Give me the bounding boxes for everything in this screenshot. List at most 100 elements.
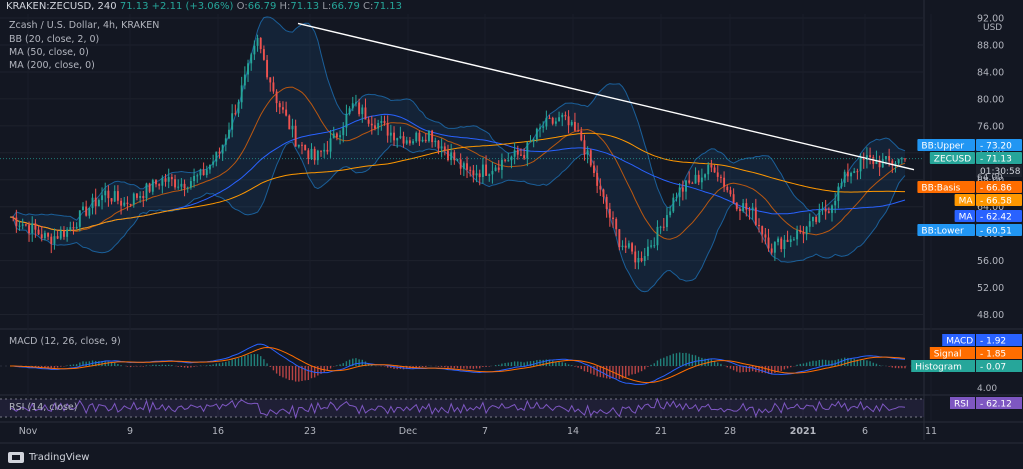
candle-body	[116, 191, 119, 201]
candle-body	[297, 144, 300, 147]
indicator-value-bg	[976, 360, 1022, 372]
candle-body	[491, 170, 494, 175]
candle-body	[82, 206, 84, 211]
candle-body	[262, 49, 265, 60]
legend-ma50[interactable]: MA (50, close, 0)	[9, 47, 89, 58]
candle-body	[361, 107, 364, 115]
candle-body	[805, 226, 808, 235]
candle-body	[367, 119, 370, 124]
candle-body	[783, 239, 786, 250]
candle-body	[589, 150, 592, 166]
candle-body	[548, 117, 551, 119]
open-value: 66.79	[247, 1, 277, 12]
candle-body	[624, 245, 627, 248]
candle-body	[424, 139, 427, 142]
candle-body	[75, 226, 78, 229]
indicator-value: - 66.86	[980, 184, 1012, 194]
candle-body	[818, 210, 821, 222]
indicator-value: - 62.12	[980, 400, 1012, 410]
candle-body	[110, 198, 113, 202]
candle-body	[567, 116, 570, 126]
candle-body	[643, 256, 646, 262]
indicator-name: RSI	[954, 400, 969, 410]
candle-body	[837, 186, 840, 201]
indicator-tag: MA - 66.58	[954, 194, 1022, 207]
candle-body	[126, 202, 129, 204]
legend-bb[interactable]: BB (20, close, 2, 0)	[9, 34, 100, 45]
candle-body	[342, 127, 345, 136]
candle-body	[710, 164, 713, 168]
candle-body	[859, 157, 862, 172]
candle-body	[313, 148, 316, 161]
candle-body	[380, 120, 383, 124]
candle-body	[345, 113, 348, 128]
candle-body	[208, 164, 211, 170]
candle-body	[104, 190, 107, 196]
indicator-tag: BB:Basis - 66.86	[917, 181, 1022, 194]
candle-body	[462, 163, 465, 169]
candle-body	[310, 148, 313, 159]
candle-body	[205, 169, 208, 176]
candle-body	[602, 189, 605, 197]
candle-body	[799, 230, 802, 233]
candle-body	[523, 155, 526, 159]
candle-body	[459, 159, 462, 169]
y-tick-label: 76.00	[977, 121, 1004, 132]
rsi-band	[0, 399, 924, 417]
candle-body	[193, 175, 196, 182]
candle-body	[554, 121, 557, 124]
candle-body	[840, 182, 843, 187]
candle-body	[897, 159, 900, 164]
indicator-name-bg	[911, 360, 975, 372]
open-label: O:	[236, 1, 248, 12]
candle-body	[551, 117, 554, 124]
tradingview-icon	[8, 452, 24, 463]
candle-body	[247, 63, 249, 75]
y-tick-label: 64.00	[977, 173, 1003, 183]
candle-body	[69, 227, 72, 230]
y-tick-label: 92.00	[977, 14, 1004, 25]
candle-body	[237, 102, 240, 114]
candle-body	[348, 108, 351, 114]
candle-body	[408, 140, 411, 144]
y-unit-label: USD	[983, 23, 1002, 33]
rsi-line	[9, 397, 906, 420]
candle-body	[666, 215, 668, 228]
candle-body	[94, 197, 97, 207]
candle-body	[894, 163, 897, 165]
tradingview-logo[interactable]: TradingView	[8, 452, 89, 463]
candle-body	[281, 107, 284, 110]
candle-body	[488, 174, 491, 176]
countdown-label: 01:30:58	[980, 167, 1021, 177]
candle-body	[370, 123, 373, 126]
candle-body	[177, 186, 180, 188]
candle-body	[91, 197, 94, 209]
candle-body	[15, 217, 18, 226]
indicator-value-bg	[976, 194, 1022, 206]
candle-body	[301, 144, 303, 146]
indicator-tag: BB:Lower - 60.51	[917, 224, 1022, 237]
x-tick-label: 28	[724, 426, 736, 437]
x-tick-label: 14	[567, 426, 579, 437]
x-tick-label: 11	[925, 426, 937, 437]
candle-body	[243, 74, 246, 86]
candle-body	[323, 149, 326, 152]
indicator-name-bg	[917, 181, 975, 193]
y-tick-label: 52.00	[977, 283, 1004, 294]
legend-macd[interactable]: MACD (12, 26, close, 9)	[9, 336, 121, 347]
legend-ma200[interactable]: MA (200, close, 0)	[9, 60, 95, 71]
candle-body	[234, 113, 237, 115]
indicator-value-bg	[976, 224, 1022, 236]
candle-body	[37, 229, 40, 235]
symbol-name[interactable]: KRAKEN:ZECUSD, 240	[6, 1, 117, 12]
candle-body	[481, 164, 484, 178]
symbol-header: KRAKEN:ZECUSD, 240 71.13 +2.11 (+3.06%) …	[6, 1, 402, 12]
candle-body	[56, 236, 59, 239]
trendline	[297, 22, 915, 171]
candle-body	[101, 195, 103, 201]
candle-body	[500, 159, 503, 170]
legend-rsi[interactable]: RSI (14, close)	[9, 402, 78, 413]
candle-body	[685, 180, 687, 192]
candle-body	[12, 216, 15, 218]
indicator-value-bg	[976, 210, 1022, 222]
